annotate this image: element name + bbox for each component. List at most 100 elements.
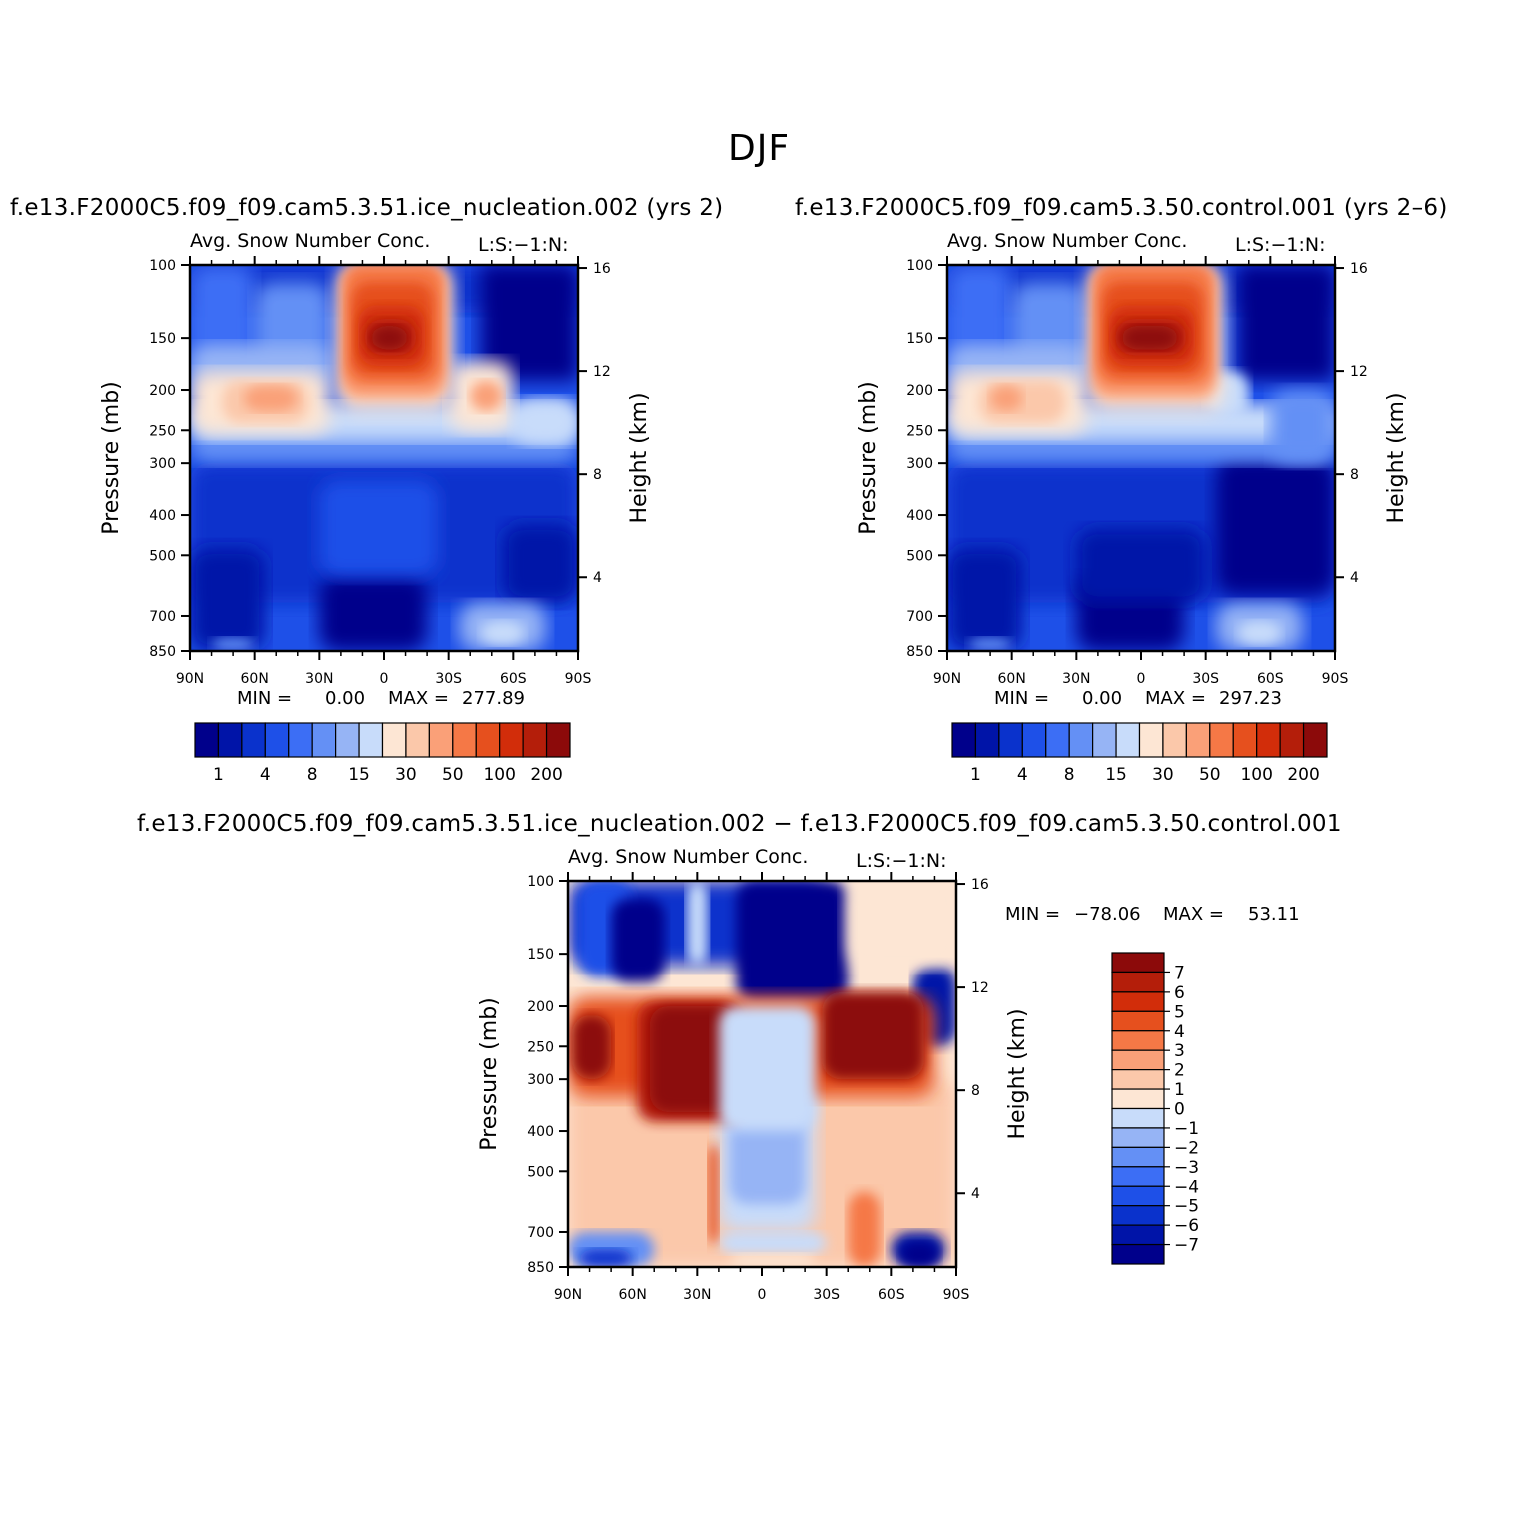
- lat-tick-label: 30S: [435, 671, 462, 687]
- max-value-control: 297.23: [1219, 688, 1282, 709]
- colorbar-box: [1209, 722, 1234, 758]
- colorbar-box: [264, 722, 290, 758]
- max-label-control: MAX =: [1145, 688, 1206, 709]
- colorbar-label: −3: [1174, 1158, 1199, 1178]
- pressure-tick-label: 250: [149, 423, 176, 439]
- pressure-tick-label: 150: [527, 947, 554, 963]
- colorbar-box: [1138, 722, 1164, 758]
- height-tick-label: 8: [593, 467, 602, 483]
- lat-tick-label: 60N: [241, 671, 269, 687]
- colorbar-box: [288, 722, 313, 758]
- colorbar-box: [1115, 722, 1141, 758]
- colorbar-box: [998, 722, 1023, 758]
- y2-axis-label: Height (km): [627, 392, 652, 523]
- pressure-tick-label: 200: [527, 999, 554, 1015]
- colorbar-box: [405, 722, 430, 758]
- colorbar-label: 15: [1105, 765, 1127, 785]
- min-label-run: MIN =: [237, 688, 293, 709]
- pressure-tick-label: 700: [149, 609, 176, 625]
- colorbar-box: [335, 722, 360, 758]
- panel-title-control: f.e13.F2000C5.f09_f09.cam5.3.50.control.…: [795, 195, 1448, 221]
- colorbar-label: 30: [395, 765, 417, 785]
- colorbar-box: [1162, 722, 1187, 758]
- field-run: [190, 265, 578, 651]
- axes-control: 100 150 200 250 300 400 500 700 850 16 12 8 4 90N 60N 3…: [856, 256, 1409, 687]
- axes-run: 100 150 200 250 300 400 500 700 850 16 12 8 4 90N 60N 3…: [99, 256, 652, 687]
- colorbar-label: 100: [483, 765, 515, 785]
- colorbar-label: 8: [307, 765, 318, 785]
- colorbar-box: [428, 722, 454, 758]
- height-tick-label: 8: [1350, 467, 1359, 483]
- height-tick-label: 8: [971, 1083, 980, 1099]
- colorbar-label: 3: [1174, 1041, 1185, 1061]
- pressure-tick-label: 500: [527, 1164, 554, 1180]
- height-tick-label: 16: [971, 877, 989, 893]
- max-value-diff: 53.11: [1248, 904, 1300, 925]
- lat-tick-label: 0: [758, 1287, 767, 1303]
- height-tick-label: 4: [1350, 570, 1359, 586]
- lat-tick-label: 90N: [554, 1287, 582, 1303]
- colorbar-box: [241, 722, 266, 758]
- pressure-tick-label: 250: [527, 1039, 554, 1055]
- y2-axis-label: Height (km): [1005, 1008, 1030, 1139]
- colorbar-label: −5: [1174, 1197, 1199, 1217]
- lat-tick-label: 0: [1137, 671, 1146, 687]
- colorbar-box: [1111, 1010, 1165, 1032]
- colorbar-label: 0: [1174, 1100, 1185, 1120]
- pressure-tick-label: 250: [906, 423, 933, 439]
- colorbar-label: 4: [1174, 1022, 1185, 1042]
- colorbar-label: 100: [1240, 765, 1272, 785]
- height-tick-label: 12: [971, 980, 989, 996]
- colorbar-box: [475, 722, 501, 758]
- y-axis-label: Pressure (mb): [477, 997, 502, 1151]
- colorbar-label: 8: [1064, 765, 1075, 785]
- colorbar-label: 30: [1152, 765, 1174, 785]
- colorbar-box: [499, 722, 524, 758]
- subtitle-left-run: Avg. Snow Number Conc.: [190, 230, 431, 252]
- colorbar-run: 1 4 8 15 30 50 100 200: [194, 722, 571, 785]
- pressure-tick-label: 700: [527, 1225, 554, 1241]
- max-label-run: MAX =: [388, 688, 449, 709]
- pressure-tick-label: 500: [149, 548, 176, 564]
- pressure-tick-label: 850: [906, 644, 933, 660]
- colorbar-label: 6: [1174, 983, 1185, 1003]
- lat-tick-label: 30S: [1192, 671, 1219, 687]
- colorbar-control: 1 4 8 15 30 50 100 200: [951, 722, 1328, 785]
- colorbar-label: 1: [970, 765, 981, 785]
- subtitle-left-control: Avg. Snow Number Conc.: [947, 230, 1188, 252]
- lat-tick-label: 90N: [933, 671, 961, 687]
- pressure-tick-label: 150: [906, 331, 933, 347]
- colorbar-box: [1068, 722, 1094, 758]
- lat-tick-label: 60N: [998, 671, 1026, 687]
- colorbar-box: [1111, 1049, 1165, 1071]
- lat-tick-label: 60N: [619, 1287, 647, 1303]
- colorbar-label: −7: [1174, 1236, 1199, 1256]
- height-tick-label: 16: [1350, 261, 1368, 277]
- pressure-tick-label: 300: [149, 456, 176, 472]
- colorbar-label: 5: [1174, 1002, 1185, 1022]
- colorbar-label: −6: [1174, 1216, 1199, 1236]
- colorbar-box: [1185, 722, 1211, 758]
- colorbar-box: [1111, 1166, 1165, 1187]
- colorbar-label: 7: [1174, 963, 1185, 983]
- height-tick-label: 12: [1350, 364, 1368, 380]
- pressure-tick-label: 300: [906, 456, 933, 472]
- axes-diff: 100 150 200 250 300 400 500 700 850 16 12 8 4 90N 60N 3…: [477, 872, 1030, 1303]
- colorbar-box: [358, 722, 384, 758]
- colorbar-label: 15: [348, 765, 370, 785]
- colorbar-label: 200: [1287, 765, 1319, 785]
- pressure-tick-label: 400: [906, 508, 933, 524]
- y-axis-label: Pressure (mb): [856, 381, 881, 535]
- min-label-diff: MIN =: [1005, 904, 1061, 925]
- min-label-control: MIN =: [994, 688, 1050, 709]
- colorbar-box: [381, 722, 407, 758]
- pressure-tick-label: 400: [527, 1124, 554, 1140]
- pressure-tick-label: 300: [527, 1072, 554, 1088]
- lat-tick-label: 0: [380, 671, 389, 687]
- colorbar-box: [1021, 722, 1047, 758]
- pressure-tick-label: 400: [149, 508, 176, 524]
- colorbar-label: −2: [1174, 1138, 1199, 1158]
- colorbar-box: [1256, 722, 1281, 758]
- pressure-tick-label: 150: [149, 331, 176, 347]
